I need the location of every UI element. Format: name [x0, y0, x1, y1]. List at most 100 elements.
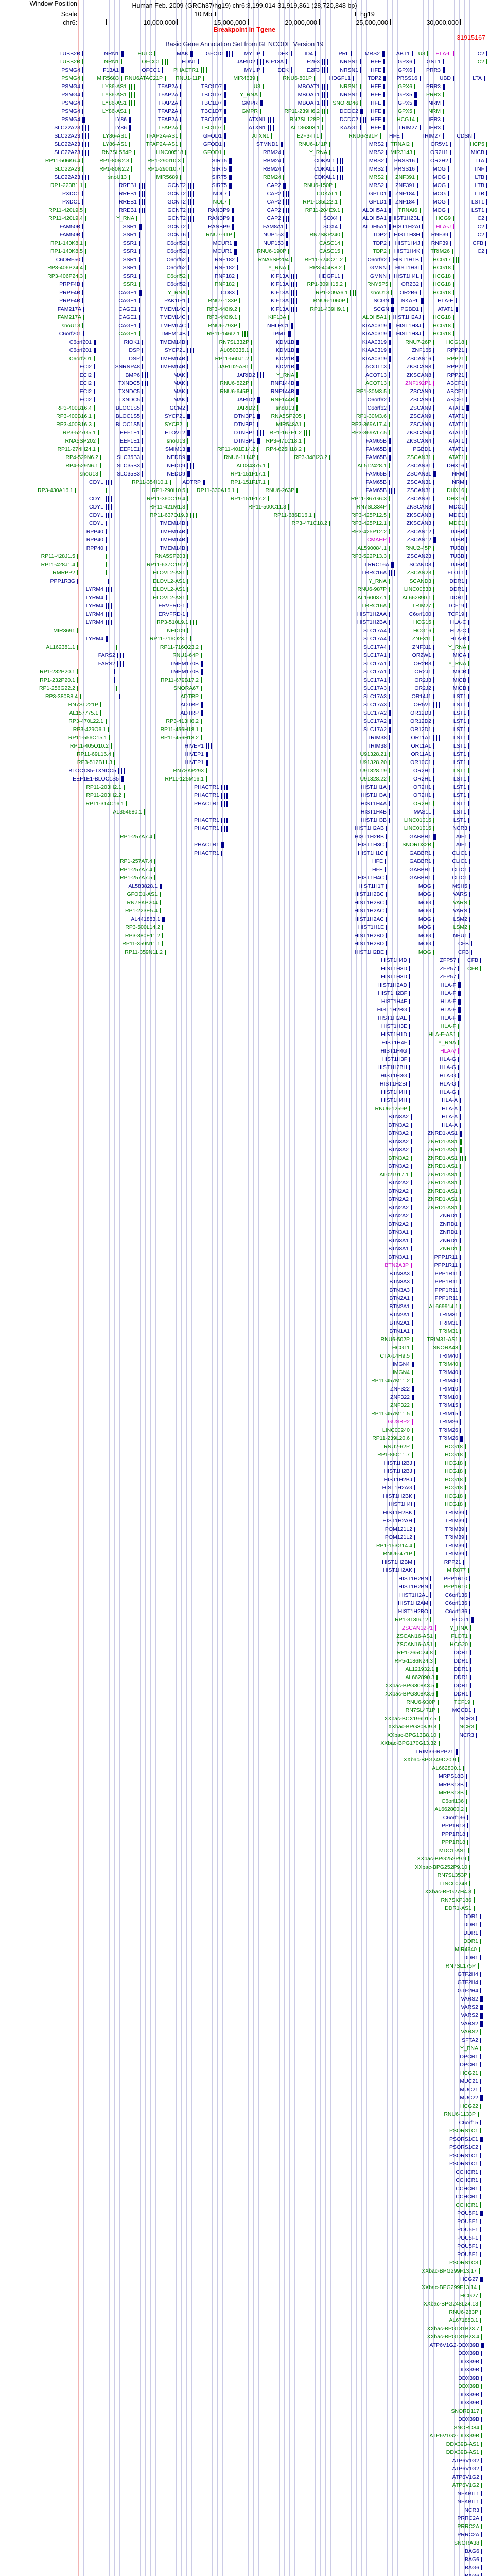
gene-item-tick[interactable] — [260, 100, 263, 106]
gene-item-tick[interactable] — [351, 51, 352, 56]
gene-label[interactable]: ALDH5A1 — [362, 314, 387, 320]
gene-item-tick[interactable] — [83, 315, 84, 320]
gene-label[interactable]: TRIM38 — [367, 743, 387, 749]
gene-label[interactable]: MOG — [432, 199, 446, 205]
gene-item-tick[interactable] — [433, 917, 434, 922]
gene-item-tick[interactable] — [121, 76, 122, 81]
gene-label[interactable]: RNU7-26P — [405, 339, 431, 345]
gene-label[interactable]: C6orf52 — [166, 281, 186, 287]
gene-item-tick[interactable] — [458, 982, 461, 988]
gene-item-tick[interactable] — [433, 925, 434, 930]
gene-label[interactable]: ATAT1 — [448, 405, 464, 411]
gene-label[interactable]: RNF144B — [270, 388, 294, 395]
gene-label[interactable]: ELOVL2-AS1 — [152, 570, 185, 576]
gene-item-tick[interactable] — [304, 414, 305, 419]
gene-item-tick[interactable] — [471, 941, 472, 946]
gene-label[interactable]: RN7SKP186 — [441, 1897, 471, 1903]
gene-item-tick[interactable] — [94, 364, 95, 369]
gene-item-tick[interactable] — [409, 1081, 410, 1087]
gene-label[interactable]: ELOVL2 — [165, 430, 185, 436]
gene-item-tick[interactable] — [139, 241, 140, 246]
gene-item-tick[interactable] — [106, 496, 113, 502]
gene-item-tick[interactable] — [360, 100, 361, 106]
gene-item-tick[interactable] — [443, 92, 444, 97]
gene-item-tick[interactable] — [389, 364, 390, 369]
gene-label[interactable]: PXDC1 — [62, 191, 80, 197]
gene-label[interactable]: HLA-V — [440, 1048, 456, 1054]
gene-item-tick[interactable] — [82, 84, 83, 89]
gene-label[interactable]: UBD — [439, 75, 451, 81]
gene-label[interactable]: BTN2A1 — [389, 1295, 410, 1301]
gene-label[interactable]: OR2H1 — [413, 801, 431, 807]
gene-item-tick[interactable] — [433, 719, 434, 724]
gene-label[interactable]: ATAT1 — [448, 421, 464, 428]
gene-item-tick[interactable] — [114, 669, 115, 674]
gene-item-tick[interactable] — [433, 842, 434, 848]
gene-label[interactable]: POU5F1 — [457, 2251, 478, 2258]
gene-label[interactable]: AL121932.1 — [405, 1666, 434, 1672]
gene-item-tick[interactable] — [142, 381, 149, 386]
gene-item-tick[interactable] — [466, 463, 467, 468]
gene-label[interactable]: BAG6 — [464, 2573, 479, 2576]
gene-item-tick[interactable] — [433, 686, 434, 691]
gene-item-tick[interactable] — [340, 191, 341, 196]
gene-label[interactable]: TMEM14B — [160, 520, 185, 527]
gene-item-tick[interactable] — [466, 612, 467, 617]
gene-label[interactable]: MOG — [432, 207, 446, 213]
gene-label[interactable]: BTN3A3 — [389, 1279, 410, 1285]
gene-item-tick[interactable] — [458, 1032, 459, 1037]
gene-item-tick[interactable] — [433, 620, 434, 625]
gene-item-tick[interactable] — [468, 628, 469, 633]
gene-item-tick[interactable] — [389, 381, 390, 386]
gene-item-tick[interactable] — [389, 199, 391, 205]
gene-item-tick[interactable] — [188, 257, 189, 262]
gene-label[interactable]: RANBP9 — [207, 207, 230, 213]
gene-item-tick[interactable] — [460, 1279, 461, 1284]
gene-item-tick[interactable] — [386, 892, 387, 897]
gene-label[interactable]: HDGFL1 — [329, 75, 351, 81]
gene-label[interactable]: MAK — [177, 50, 188, 57]
gene-label[interactable]: HCG18 — [432, 265, 451, 271]
gene-item-tick[interactable] — [417, 117, 418, 122]
gene-label[interactable]: ZSCAN31 — [407, 463, 431, 469]
gene-label[interactable]: CDKAL1 — [317, 191, 338, 197]
gene-label[interactable]: RNU6-1133P — [444, 2111, 476, 2117]
gene-label[interactable]: ZSCAN16-AS1 — [396, 1633, 433, 1639]
gene-item-tick[interactable] — [480, 2318, 481, 2323]
gene-item-tick[interactable] — [480, 958, 481, 963]
gene-label[interactable]: ZSCAN12 — [407, 529, 431, 535]
gene-item-tick[interactable] — [481, 2400, 482, 2405]
gene-label[interactable]: LST1 — [453, 768, 466, 774]
gene-label[interactable]: OFCC1 — [142, 59, 160, 65]
gene-label[interactable]: RP1-290I10.5 — [152, 487, 185, 494]
gene-item-tick[interactable] — [82, 76, 83, 81]
gene-item-tick[interactable] — [422, 249, 423, 254]
gene-label[interactable]: SMIM13 — [165, 446, 185, 452]
gene-item-tick[interactable] — [180, 175, 181, 180]
gene-label[interactable]: GFOD1 — [203, 149, 222, 156]
gene-item-tick[interactable] — [460, 1296, 461, 1301]
gene-label[interactable]: MRS2 — [364, 50, 380, 57]
gene-label[interactable]: ZKSCAN8 — [406, 372, 431, 378]
gene-label[interactable]: POU5F1 — [457, 2227, 478, 2233]
gene-item-tick[interactable] — [201, 719, 202, 724]
gene-item-tick[interactable] — [139, 232, 140, 238]
gene-item-tick[interactable] — [439, 1733, 440, 1738]
gene-item-tick[interactable] — [466, 570, 467, 575]
gene-item-tick[interactable] — [304, 447, 305, 452]
gene-label[interactable]: DHX16 — [447, 487, 464, 494]
gene-item-tick[interactable] — [139, 282, 140, 287]
gene-item-tick[interactable] — [142, 348, 143, 353]
gene-item-tick[interactable] — [486, 191, 487, 196]
gene-label[interactable]: OR2B3 — [413, 660, 431, 667]
gene-label[interactable]: RN7SL221P — [68, 702, 98, 708]
gene-item-tick[interactable] — [414, 1477, 415, 1482]
gene-item-tick[interactable] — [75, 488, 76, 493]
gene-item-tick[interactable] — [458, 1090, 459, 1095]
gene-item-tick[interactable] — [386, 917, 387, 922]
gene-label[interactable]: HIST1H4H — [381, 1097, 407, 1104]
gene-item-tick[interactable] — [82, 199, 83, 205]
gene-label[interactable]: RMRPP2 — [53, 570, 75, 576]
gene-label[interactable]: SSR1 — [123, 224, 137, 230]
gene-item-tick[interactable] — [389, 801, 390, 806]
